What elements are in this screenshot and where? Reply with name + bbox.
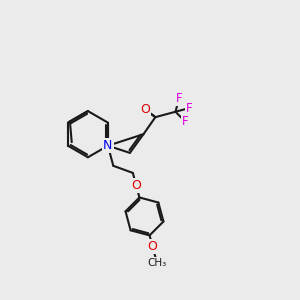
Text: O: O — [148, 240, 158, 253]
Text: CH₃: CH₃ — [147, 258, 167, 268]
Text: N: N — [103, 139, 112, 152]
Text: O: O — [131, 179, 141, 192]
Text: F: F — [185, 102, 192, 115]
Text: O: O — [140, 103, 150, 116]
Text: F: F — [176, 92, 182, 105]
Text: F: F — [182, 115, 189, 128]
